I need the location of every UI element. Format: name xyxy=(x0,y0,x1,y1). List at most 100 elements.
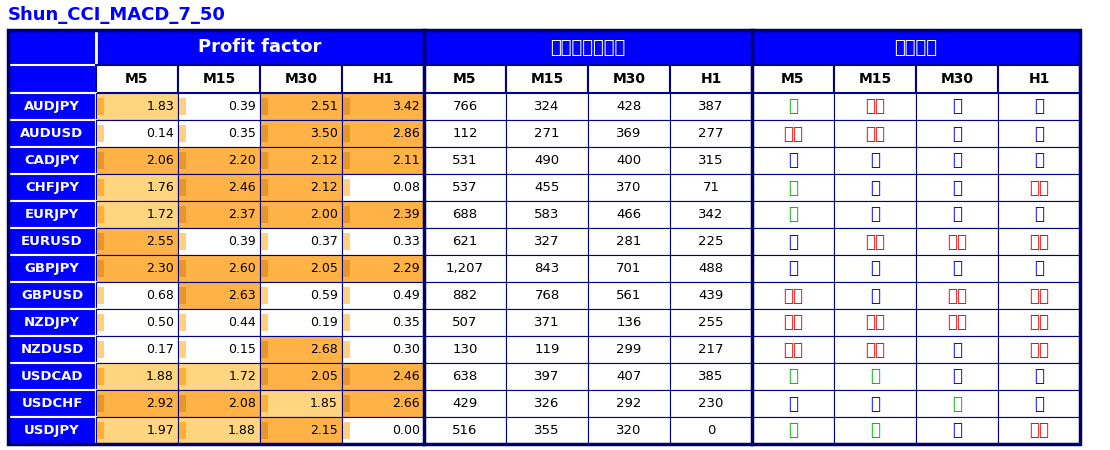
Bar xyxy=(424,255,506,282)
Bar xyxy=(751,30,1080,65)
Text: 0.50: 0.50 xyxy=(147,316,174,329)
Bar xyxy=(998,417,1080,444)
Text: 0.19: 0.19 xyxy=(311,316,339,329)
Bar xyxy=(834,93,916,120)
Text: 277: 277 xyxy=(698,127,724,140)
Bar xyxy=(670,417,751,444)
Bar xyxy=(751,282,834,309)
Text: 385: 385 xyxy=(698,370,724,383)
Text: H1: H1 xyxy=(372,72,394,86)
Text: 342: 342 xyxy=(698,208,724,221)
Bar xyxy=(506,93,588,120)
Text: 2.46: 2.46 xyxy=(229,181,256,194)
Text: 優: 優 xyxy=(1035,206,1045,224)
Text: 不可: 不可 xyxy=(947,233,967,251)
Bar xyxy=(179,314,186,331)
Text: 優: 優 xyxy=(1035,368,1045,386)
Text: 2.51: 2.51 xyxy=(311,100,339,113)
Text: 1.85: 1.85 xyxy=(310,397,339,410)
Text: M5: M5 xyxy=(453,72,477,86)
Bar xyxy=(588,309,670,336)
Bar xyxy=(95,93,178,120)
Bar xyxy=(834,120,916,147)
Bar xyxy=(670,65,751,93)
Bar xyxy=(342,147,424,174)
Text: 1.88: 1.88 xyxy=(229,424,256,437)
Text: 768: 768 xyxy=(534,289,559,302)
Bar xyxy=(506,65,588,93)
Bar xyxy=(998,228,1080,255)
Bar xyxy=(260,201,342,228)
Bar xyxy=(260,147,342,174)
Text: 400: 400 xyxy=(616,154,642,167)
Text: 230: 230 xyxy=(698,397,724,410)
Text: M15: M15 xyxy=(858,72,891,86)
Text: 不可: 不可 xyxy=(865,98,885,116)
Bar xyxy=(260,363,342,390)
Text: M30: M30 xyxy=(940,72,973,86)
Text: M30: M30 xyxy=(284,72,317,86)
Bar xyxy=(588,390,670,417)
Text: 不可: 不可 xyxy=(865,233,885,251)
Bar xyxy=(8,417,95,444)
Bar xyxy=(916,201,998,228)
Bar xyxy=(97,98,104,115)
Bar xyxy=(342,390,424,417)
Text: 優: 優 xyxy=(952,260,962,278)
Bar xyxy=(751,120,834,147)
Bar xyxy=(342,120,424,147)
Bar xyxy=(916,65,998,93)
Text: M5: M5 xyxy=(781,72,805,86)
Bar xyxy=(588,174,670,201)
Bar xyxy=(261,314,268,331)
Text: 0.44: 0.44 xyxy=(229,316,256,329)
Bar xyxy=(178,201,260,228)
Text: H1: H1 xyxy=(700,72,722,86)
Bar xyxy=(178,65,260,93)
Bar xyxy=(178,309,260,336)
Bar xyxy=(588,93,670,120)
Bar xyxy=(178,120,260,147)
Bar xyxy=(179,125,186,142)
Bar xyxy=(506,390,588,417)
Bar xyxy=(97,341,104,358)
Bar xyxy=(424,120,506,147)
Bar xyxy=(179,152,186,169)
Bar xyxy=(343,260,350,277)
Bar xyxy=(916,147,998,174)
Bar xyxy=(8,65,95,93)
Bar xyxy=(178,93,260,120)
Text: 2.60: 2.60 xyxy=(229,262,256,275)
Bar xyxy=(588,417,670,444)
Text: 2.20: 2.20 xyxy=(229,154,256,167)
Bar xyxy=(178,417,260,444)
Bar xyxy=(8,147,95,174)
Bar xyxy=(179,395,186,412)
Text: 490: 490 xyxy=(534,154,559,167)
Text: 優: 優 xyxy=(952,179,962,197)
Bar xyxy=(343,125,350,142)
Text: 不可: 不可 xyxy=(1029,341,1049,359)
Bar xyxy=(179,98,186,115)
Text: M15: M15 xyxy=(531,72,564,86)
Text: エントリー回数: エントリー回数 xyxy=(551,39,626,57)
Text: 2.15: 2.15 xyxy=(311,424,339,437)
Bar xyxy=(261,206,268,223)
Text: 439: 439 xyxy=(698,289,724,302)
Text: 不可: 不可 xyxy=(1029,179,1049,197)
Text: 531: 531 xyxy=(452,154,477,167)
Bar xyxy=(260,282,342,309)
Bar xyxy=(916,336,998,363)
Text: 225: 225 xyxy=(698,235,724,248)
Text: 1.88: 1.88 xyxy=(147,370,174,383)
Bar xyxy=(343,314,350,331)
Bar xyxy=(834,282,916,309)
Bar xyxy=(834,390,916,417)
Bar xyxy=(343,98,350,115)
Text: 355: 355 xyxy=(534,424,559,437)
Bar xyxy=(260,65,342,93)
Text: Profit factor: Profit factor xyxy=(199,39,322,57)
Bar xyxy=(97,287,104,304)
Bar xyxy=(260,309,342,336)
Bar xyxy=(424,417,506,444)
